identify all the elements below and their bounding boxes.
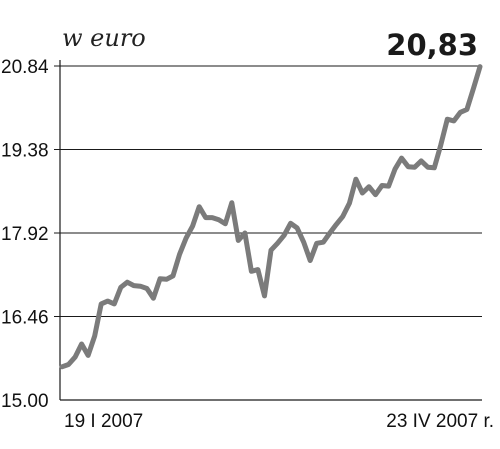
y-tick-label: 19.38: [1, 141, 49, 162]
y-tick-label: 20.84: [1, 57, 49, 78]
y-tick-labels: 15.00 16.46 17.92 19.38 20.84: [1, 57, 49, 412]
last-value-label: 20,83: [386, 28, 478, 62]
gridlines: [54, 65, 482, 317]
unit-label: w euro: [62, 24, 146, 52]
x-start-date-label: 19 I 2007: [64, 411, 143, 432]
x-end-date-label: 23 IV 2007 r.: [386, 411, 494, 432]
y-tick-label: 17.92: [1, 224, 49, 245]
price-line: [59, 64, 483, 370]
y-tick-label: 15.00: [1, 391, 49, 412]
y-tick-label: 16.46: [1, 308, 49, 329]
